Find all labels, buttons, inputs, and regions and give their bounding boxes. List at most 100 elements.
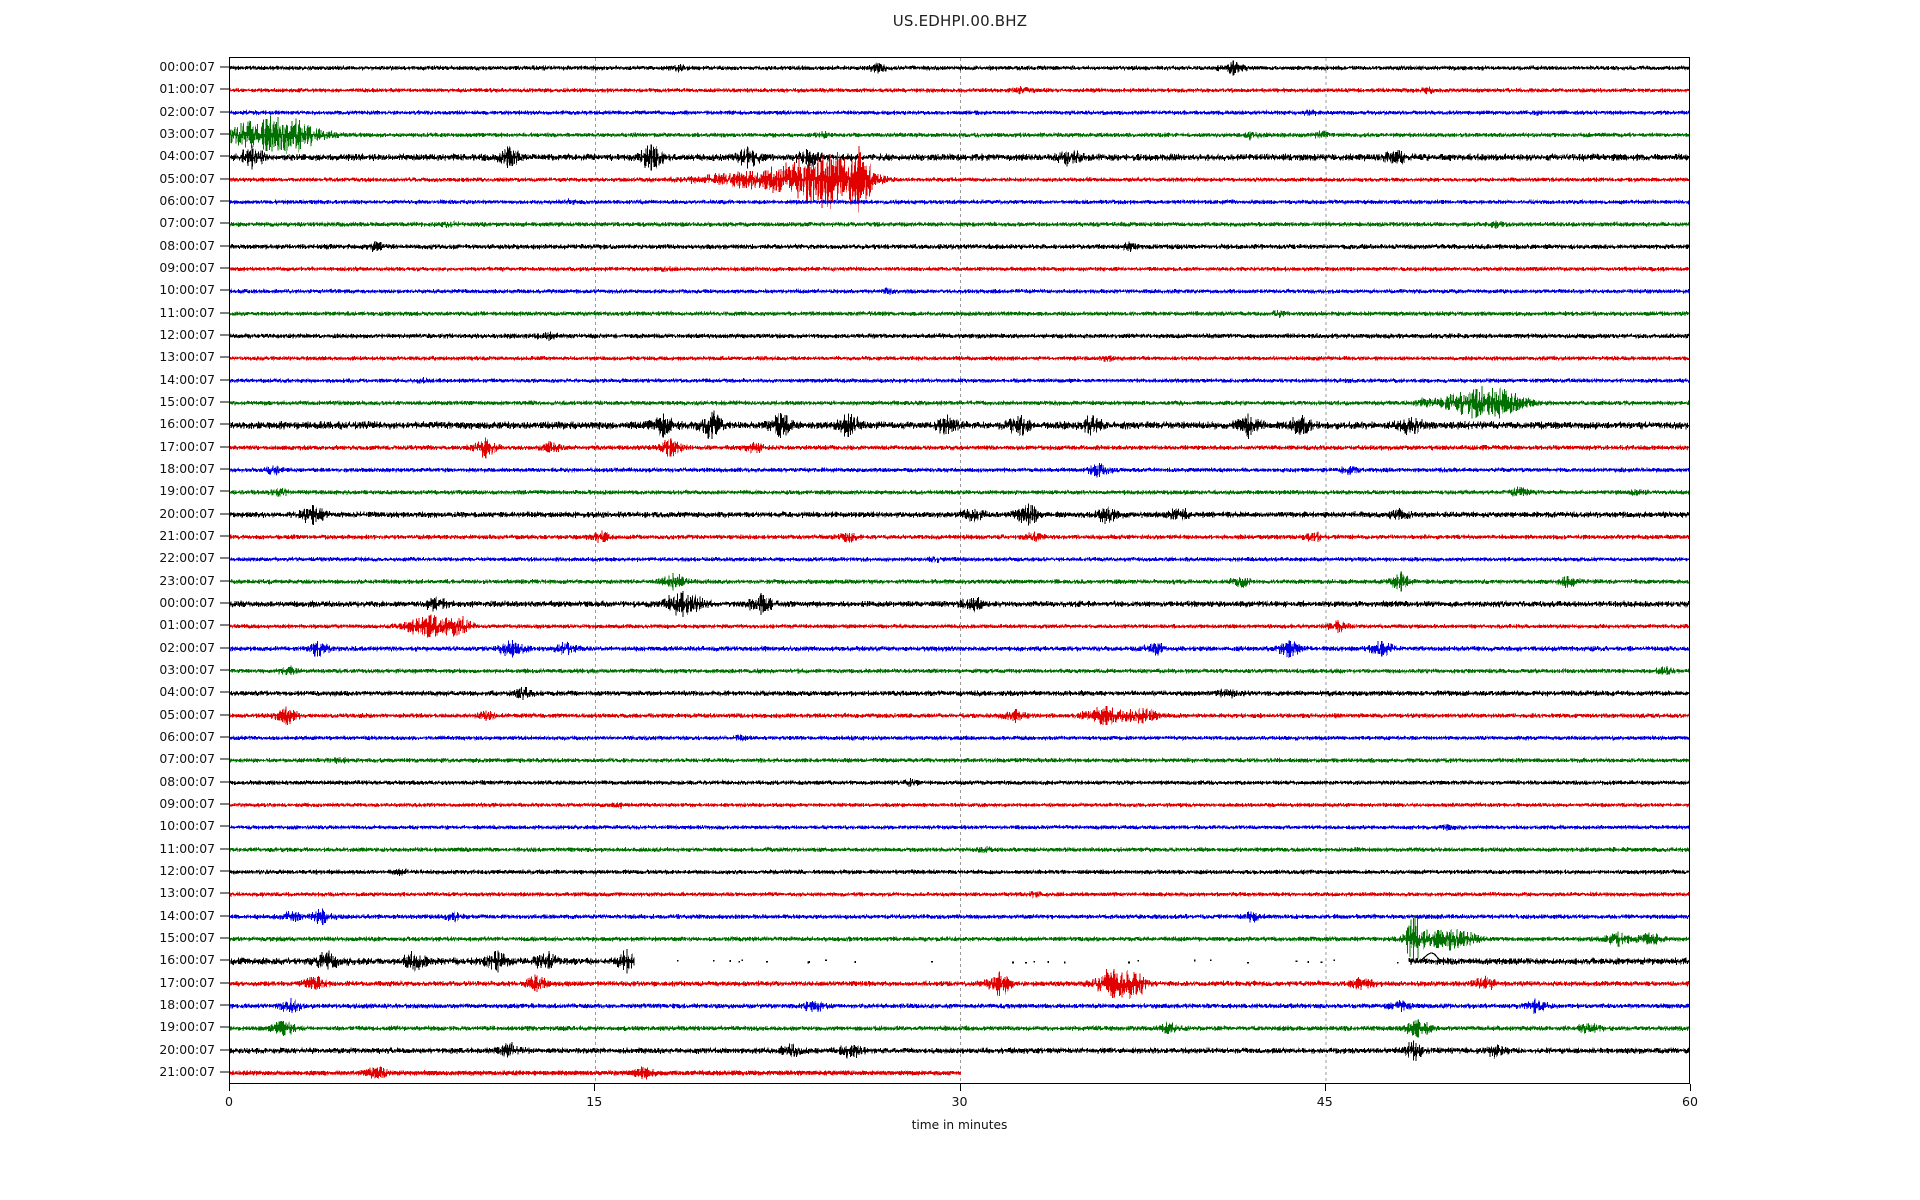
y-tick-label: 20:00:07 <box>159 1041 215 1057</box>
y-tick-label: 13:00:07 <box>159 885 215 901</box>
trace-line-row-27 <box>230 665 1689 676</box>
y-tick-mark <box>220 1049 229 1051</box>
y-tick-label: 02:00:07 <box>159 103 215 119</box>
seismogram-traces <box>230 58 1689 1083</box>
y-tick-label: 03:00:07 <box>159 125 215 141</box>
trace-line-row-39 <box>230 915 1689 962</box>
y-tick-label: 05:00:07 <box>159 706 215 722</box>
y-tick-label: 19:00:07 <box>159 483 215 499</box>
page-title: US.EDHPI.00.BHZ <box>892 12 1028 30</box>
y-tick-label: 04:00:07 <box>159 148 215 164</box>
y-tick-mark <box>220 781 229 783</box>
y-tick-mark <box>220 178 229 180</box>
x-tick-mark-0 <box>229 1084 230 1091</box>
y-tick-label: 11:00:07 <box>159 840 215 856</box>
trace-line-row-22 <box>230 556 1689 564</box>
x-tick-mark-2 <box>959 1084 961 1091</box>
y-tick-label: 00:00:07 <box>159 594 215 610</box>
y-tick-label: 21:00:07 <box>159 1063 215 1079</box>
y-tick-mark <box>220 669 229 671</box>
y-tick-mark <box>220 691 229 693</box>
trace-line-row-40 <box>230 950 1689 972</box>
y-tick-mark <box>220 245 229 247</box>
y-tick-mark <box>220 714 229 716</box>
trace-recovery-bump-row-40 <box>1416 952 1444 962</box>
y-tick-mark <box>220 490 229 492</box>
trace-line-row-13 <box>230 355 1689 362</box>
trace-line-row-33 <box>230 801 1689 810</box>
y-tick-label: 16:00:07 <box>159 952 215 968</box>
y-tick-label: 15:00:07 <box>159 393 215 409</box>
y-tick-label: 20:00:07 <box>159 505 215 521</box>
x-tick-mark-3 <box>1324 1084 1326 1091</box>
y-tick-mark <box>220 446 229 448</box>
y-tick-label: 15:00:07 <box>159 929 215 945</box>
y-tick-mark <box>220 312 229 314</box>
trace-line-row-11 <box>230 309 1689 318</box>
y-tick-mark <box>220 580 229 582</box>
trace-line-row-23 <box>230 573 1689 590</box>
y-tick-mark <box>220 982 229 984</box>
trace-canvas-wrap <box>230 58 1689 1083</box>
y-tick-mark <box>220 602 229 604</box>
trace-line-row-44 <box>230 1041 1689 1062</box>
trace-line-row-35 <box>230 845 1689 854</box>
y-tick-label: 09:00:07 <box>159 795 215 811</box>
trace-line-row-41 <box>230 969 1689 999</box>
y-tick-mark <box>220 915 229 917</box>
trace-line-row-24 <box>230 592 1689 616</box>
y-tick-label: 07:00:07 <box>159 751 215 767</box>
y-tick-label: 14:00:07 <box>159 371 215 387</box>
trace-line-row-7 <box>230 220 1689 230</box>
y-tick-mark <box>220 401 229 403</box>
y-tick-mark <box>220 423 229 425</box>
trace-line-row-19 <box>230 486 1689 498</box>
y-tick-label: 11:00:07 <box>159 304 215 320</box>
y-tick-label: 18:00:07 <box>159 996 215 1012</box>
y-tick-mark <box>220 870 229 872</box>
y-tick-mark <box>220 222 229 224</box>
y-tick-mark <box>220 200 229 202</box>
y-tick-label: 12:00:07 <box>159 862 215 878</box>
trace-line-row-1 <box>230 85 1689 95</box>
trace-line-row-14 <box>230 377 1689 384</box>
y-tick-mark <box>220 379 229 381</box>
y-tick-mark <box>220 1026 229 1028</box>
y-tick-label: 03:00:07 <box>159 661 215 677</box>
trace-line-row-8 <box>230 241 1689 253</box>
trace-line-row-42 <box>230 997 1689 1015</box>
y-tick-label: 01:00:07 <box>159 81 215 97</box>
y-tick-label: 08:00:07 <box>159 237 215 253</box>
y-tick-label: 19:00:07 <box>159 1019 215 1035</box>
x-axis-title: time in minutes <box>911 1118 1008 1132</box>
trace-line-row-12 <box>230 331 1689 341</box>
y-tick-label: 12:00:07 <box>159 326 215 342</box>
y-tick-mark <box>220 88 229 90</box>
y-tick-label: 18:00:07 <box>159 460 215 476</box>
trace-line-row-9 <box>230 265 1689 273</box>
y-tick-mark <box>220 624 229 626</box>
trace-line-row-37 <box>230 890 1689 899</box>
trace-line-row-10 <box>230 287 1689 296</box>
y-tick-mark <box>220 133 229 135</box>
y-tick-mark <box>220 803 229 805</box>
y-tick-mark <box>220 468 229 470</box>
x-tick-label-4: 60 <box>1681 1094 1699 1109</box>
x-tick-mark-1 <box>594 1084 596 1091</box>
trace-line-row-29 <box>230 707 1689 726</box>
y-tick-mark <box>220 535 229 537</box>
y-tick-mark <box>220 111 229 113</box>
y-tick-mark <box>220 66 229 68</box>
trace-line-row-15 <box>230 386 1689 419</box>
y-tick-label: 14:00:07 <box>159 907 215 923</box>
y-tick-mark <box>220 959 229 961</box>
y-tick-mark <box>220 758 229 760</box>
y-tick-label: 01:00:07 <box>159 617 215 633</box>
y-tick-label: 04:00:07 <box>159 684 215 700</box>
y-tick-mark <box>220 736 229 738</box>
y-tick-label: 07:00:07 <box>159 215 215 231</box>
y-tick-label: 13:00:07 <box>159 349 215 365</box>
y-tick-mark <box>220 848 229 850</box>
trace-dropout-dots-row-40 <box>676 959 1399 964</box>
